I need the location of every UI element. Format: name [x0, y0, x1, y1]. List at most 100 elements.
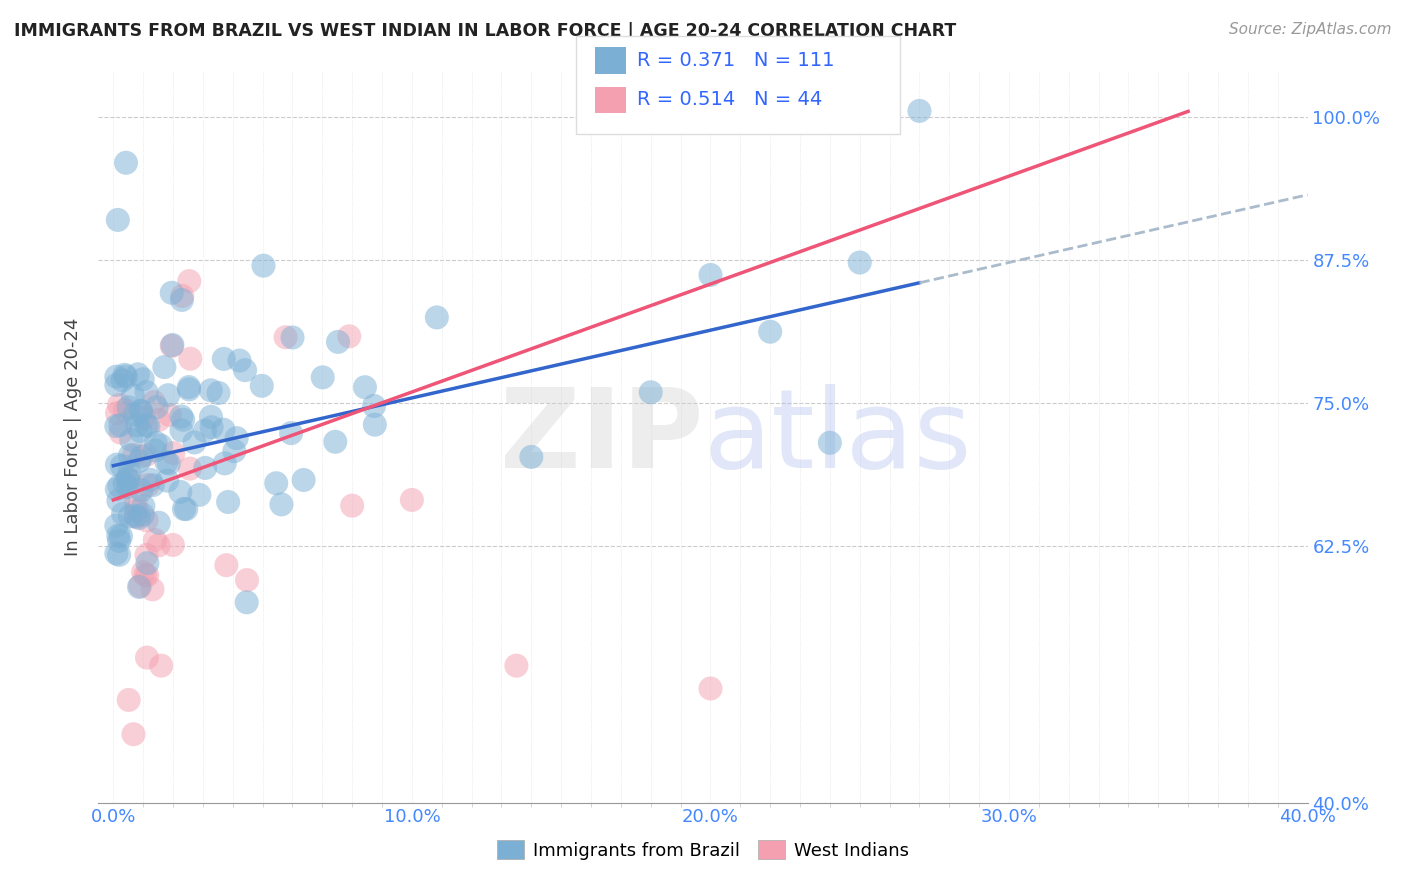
Point [194, 461, 217, 475]
Point [107, 493, 129, 508]
Point [110, 418, 132, 433]
Point [207, 386, 229, 401]
Point [125, 503, 148, 517]
Point [160, 285, 183, 300]
Point [233, 363, 256, 377]
Point [138, 419, 160, 434]
Point [108, 548, 131, 562]
Point [132, 499, 155, 513]
Point [129, 579, 152, 593]
Point [201, 420, 224, 434]
Point [118, 693, 141, 707]
Point [177, 382, 200, 396]
Point [174, 502, 197, 516]
Point [274, 330, 297, 344]
Point [135, 418, 157, 433]
Point [714, 116, 737, 130]
Point [118, 471, 141, 485]
Point [132, 566, 155, 580]
Point [156, 474, 179, 488]
Point [129, 404, 152, 418]
Point [105, 483, 128, 497]
Point [108, 479, 131, 493]
Point [148, 538, 170, 552]
Point [117, 474, 139, 488]
Point [169, 484, 191, 499]
Point [131, 450, 153, 464]
Point [135, 448, 157, 462]
Point [759, 325, 782, 339]
Point [225, 431, 247, 445]
Point [128, 511, 150, 525]
Point [364, 417, 387, 432]
Point [139, 473, 162, 487]
Point [818, 435, 841, 450]
Point [124, 407, 146, 421]
Point [135, 513, 157, 527]
Point [132, 508, 155, 522]
Point [122, 448, 145, 462]
Point [159, 408, 181, 422]
Point [228, 353, 250, 368]
Point [129, 424, 152, 438]
Point [114, 368, 136, 382]
Point [280, 426, 302, 441]
Point [105, 378, 128, 392]
Legend: Immigrants from Brazil, West Indians: Immigrants from Brazil, West Indians [489, 833, 917, 867]
Point [363, 399, 385, 413]
Point [115, 369, 138, 384]
Point [170, 293, 193, 307]
Point [235, 595, 257, 609]
Point [134, 568, 156, 582]
Point [125, 418, 148, 433]
Point [292, 473, 315, 487]
Point [214, 456, 236, 470]
Point [108, 398, 131, 412]
Point [128, 454, 150, 468]
Point [505, 658, 527, 673]
Point [143, 443, 166, 458]
Point [155, 455, 177, 469]
Point [699, 268, 721, 282]
Point [131, 372, 153, 386]
Point [640, 385, 662, 400]
Point [153, 360, 176, 375]
Point [326, 334, 349, 349]
Point [177, 380, 200, 394]
Point [114, 403, 136, 417]
Point [212, 423, 235, 437]
Point [136, 568, 159, 582]
Point [401, 492, 423, 507]
Point [236, 573, 259, 587]
Point [150, 439, 173, 453]
Point [121, 388, 143, 402]
Point [111, 373, 134, 387]
Point [148, 516, 170, 530]
Point [173, 502, 195, 516]
Point [112, 507, 135, 521]
Point [105, 546, 128, 560]
Point [354, 380, 377, 394]
Point [162, 338, 184, 352]
Point [157, 457, 180, 471]
Point [160, 339, 183, 353]
Point [699, 681, 721, 696]
Point [118, 465, 141, 479]
Point [136, 556, 159, 570]
Point [127, 368, 149, 382]
Point [224, 444, 246, 458]
Point [426, 310, 449, 325]
Point [122, 727, 145, 741]
Point [908, 103, 931, 118]
Point [136, 650, 159, 665]
Text: ZIP: ZIP [499, 384, 703, 491]
Point [136, 478, 159, 492]
Point [129, 404, 152, 418]
Point [125, 509, 148, 524]
Point [107, 213, 129, 227]
Point [200, 384, 222, 398]
Point [520, 450, 543, 464]
Point [135, 548, 157, 562]
Point [128, 580, 150, 594]
Point [312, 370, 335, 384]
